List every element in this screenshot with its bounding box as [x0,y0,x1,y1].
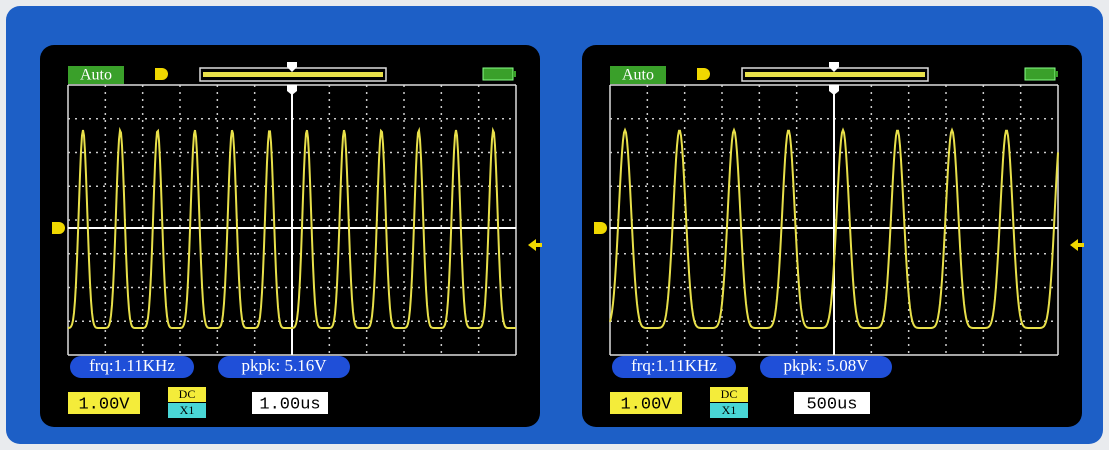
volts-per-div: 1.00V [78,395,130,414]
timeline-fill [745,72,925,77]
channel-marker [52,222,65,234]
time-per-div: 500us [806,395,857,414]
battery [483,68,513,80]
channel-marker [594,222,607,234]
scope-screen: Auto frq:1.11KHz pkpk: 5.16V 1.00V DC X1 1.00u… [40,45,542,427]
scope-screen: Auto frq:1.11KHz pkpk: 5.08V 1.00V DC X1 500us [582,45,1084,427]
battery [1025,68,1055,80]
peak-to-peak: pkpk: 5.08V [784,356,870,375]
battery-tip [1055,71,1058,77]
oscilloscope-panel: Auto frq:1.11KHz pkpk: 5.16V 1.00V DC X1 1.00u… [0,0,1109,450]
volts-per-div: 1.00V [620,395,672,414]
timeline-fill [203,72,383,77]
trigger-icon [697,68,710,80]
probe: X1 [180,403,195,417]
mode-label: Auto [622,67,654,84]
peak-to-peak: pkpk: 5.16V [242,356,328,375]
probe: X1 [722,403,737,417]
frequency: frq:1.11KHz [631,356,717,375]
coupling: DC [721,387,738,401]
coupling: DC [179,387,196,401]
trigger-icon [155,68,168,80]
frequency: frq:1.11KHz [89,356,175,375]
battery-tip [513,71,516,77]
mode-label: Auto [80,67,112,84]
time-per-div: 1.00us [259,395,320,414]
page: Auto frq:1.11KHz pkpk: 5.16V 1.00V DC X1 1.00u… [0,0,1109,450]
